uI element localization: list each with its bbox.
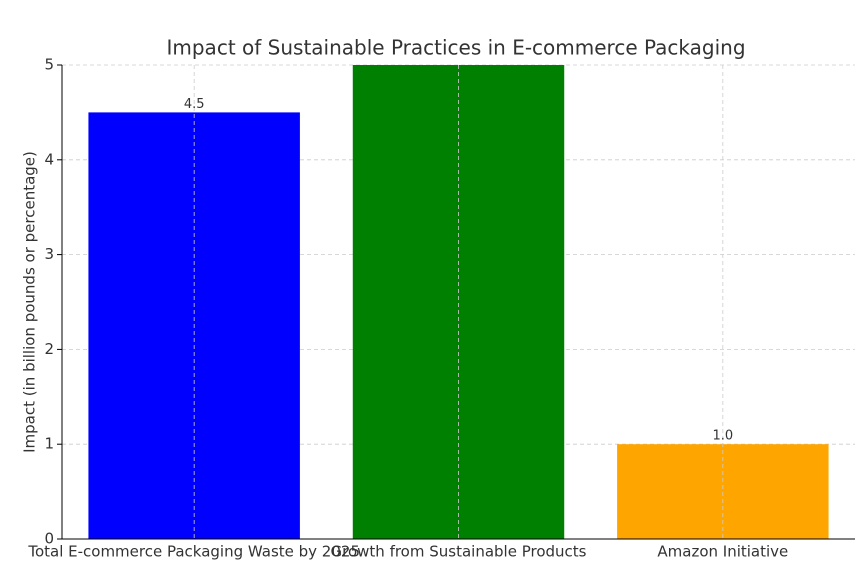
x-tick-label: Growth from Sustainable Products [331, 543, 587, 561]
y-axis-label: Impact (in billion pounds or percentage) [21, 151, 39, 453]
value-label: 4.5 [184, 97, 205, 112]
y-tick-label: 5 [44, 56, 54, 74]
foreground: 0 1 2 3 4 5 Total E-commerce Packaging Waste b… [27, 56, 855, 561]
value-label: 1.0 [712, 429, 733, 444]
y-tick-label: 1 [44, 435, 54, 453]
x-tick-label: Total E-commerce Packaging Waste by 2025 [27, 543, 360, 561]
x-tick-label: Amazon Initiative [657, 543, 788, 561]
y-tick-label: 0 [44, 530, 54, 548]
y-tick-label: 2 [44, 340, 54, 358]
y-tick-label: 3 [44, 245, 54, 263]
y-tick-label: 4 [44, 150, 54, 168]
chart-title: Impact of Sustainable Practices in E-com… [166, 36, 745, 60]
